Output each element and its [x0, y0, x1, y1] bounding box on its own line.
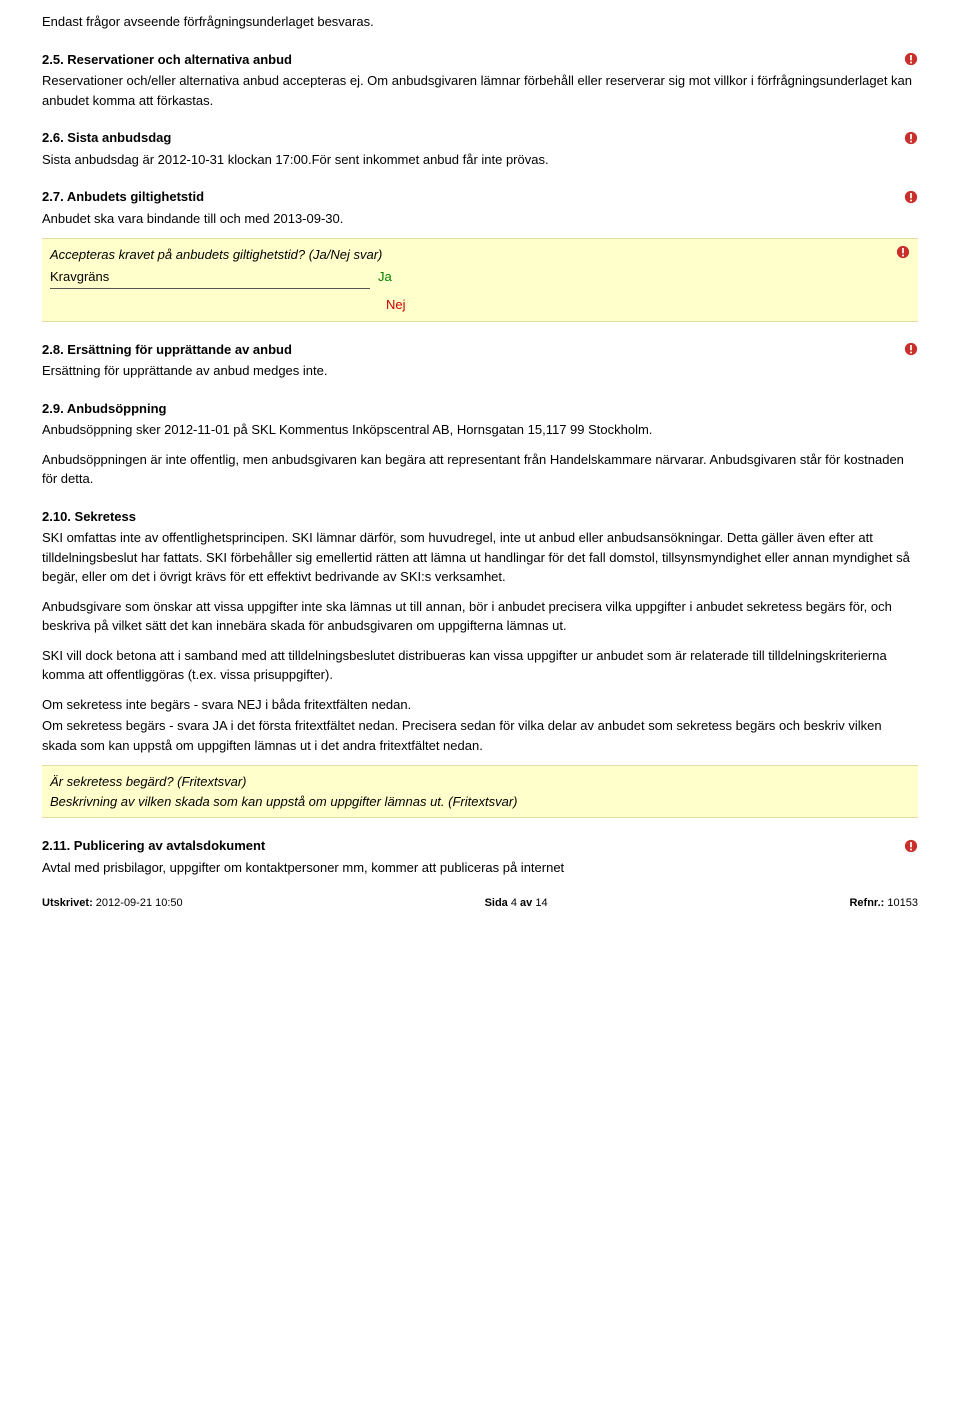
s28-p1: Ersättning för upprättande av anbud medg…: [42, 361, 918, 381]
s27-p1: Anbudet ska vara bindande till och med 2…: [42, 209, 918, 229]
alert-icon: [904, 839, 918, 853]
s29-p1: Anbudsöppning sker 2012-11-01 på SKL Kom…: [42, 420, 918, 440]
s25-p1: Reservationer och/eller alternativa anbu…: [42, 71, 918, 110]
alert-icon: [896, 245, 910, 259]
heading-2-11: 2.11. Publicering av avtalsdokument: [42, 836, 265, 856]
s210-p4: Om sekretess inte begärs - svara NEJ i b…: [42, 695, 918, 715]
section-2-5: 2.5. Reservationer och alternativa anbud…: [42, 50, 918, 111]
section-intro: Endast frågor avseende förfrågningsunder…: [42, 12, 918, 32]
s210-answer-box: Är sekretess begärd? (Fritextsvar) Beskr…: [42, 765, 918, 818]
s26-p1: Sista anbudsdag är 2012-10-31 klockan 17…: [42, 150, 918, 170]
kravgrans-label: Kravgräns: [50, 267, 370, 290]
footer-center: Sida 4 av 14: [485, 895, 548, 912]
alert-icon: [904, 342, 918, 356]
footer-total: 14: [535, 897, 547, 909]
alert-icon: [904, 131, 918, 145]
s210-q2: Beskrivning av vilken skada som kan upps…: [50, 792, 910, 812]
section-2-6: 2.6. Sista anbudsdag Sista anbudsdag är …: [42, 128, 918, 169]
s27-question: Accepteras kravet på anbudets giltighets…: [50, 245, 910, 265]
footer-right: Refnr.: 10153: [849, 895, 918, 912]
heading-2-7: 2.7. Anbudets giltighetstid: [42, 187, 204, 207]
section-2-8: 2.8. Ersättning för upprättande av anbud…: [42, 340, 918, 381]
page-footer: Utskrivet: 2012-09-21 10:50 Sida 4 av 14…: [0, 887, 960, 912]
alert-icon: [904, 52, 918, 66]
s27-answer-box: Accepteras kravet på anbudets giltighets…: [42, 238, 918, 322]
answer-ja: Ja: [370, 267, 392, 287]
footer-right-value: 10153: [884, 897, 918, 909]
footer-center-label: Sida: [485, 897, 511, 909]
footer-right-label: Refnr.:: [849, 897, 884, 909]
s29-p2: Anbudsöppningen är inte offentlig, men a…: [42, 450, 918, 489]
footer-left-label: Utskrivet:: [42, 897, 93, 909]
section-2-9: 2.9. Anbudsöppning Anbudsöppning sker 20…: [42, 399, 918, 489]
s211-p1: Avtal med prisbilagor, uppgifter om kont…: [42, 858, 918, 878]
answer-nej: Nej: [378, 295, 406, 315]
footer-left-value: 2012-09-21 10:50: [93, 897, 183, 909]
intro-text: Endast frågor avseende förfrågningsunder…: [42, 12, 918, 32]
heading-2-9: 2.9. Anbudsöppning: [42, 399, 918, 419]
s210-p5: Om sekretess begärs - svara JA i det för…: [42, 716, 918, 755]
footer-of: av: [517, 897, 535, 909]
s210-p1: SKI omfattas inte av offentlighetsprinci…: [42, 528, 918, 587]
section-2-7: 2.7. Anbudets giltighetstid Anbudet ska …: [42, 187, 918, 322]
section-2-11: 2.11. Publicering av avtalsdokument Avta…: [42, 836, 918, 877]
alert-icon: [904, 190, 918, 204]
heading-2-8: 2.8. Ersättning för upprättande av anbud: [42, 340, 292, 360]
section-2-10: 2.10. Sekretess SKI omfattas inte av off…: [42, 507, 918, 819]
footer-left: Utskrivet: 2012-09-21 10:50: [42, 895, 183, 912]
s210-p2: Anbudsgivare som önskar att vissa uppgif…: [42, 597, 918, 636]
heading-2-10: 2.10. Sekretess: [42, 507, 918, 527]
s210-p3: SKI vill dock betona att i samband med a…: [42, 646, 918, 685]
s210-q1: Är sekretess begärd? (Fritextsvar): [50, 772, 910, 792]
heading-2-5: 2.5. Reservationer och alternativa anbud: [42, 50, 292, 70]
heading-2-6: 2.6. Sista anbudsdag: [42, 128, 171, 148]
